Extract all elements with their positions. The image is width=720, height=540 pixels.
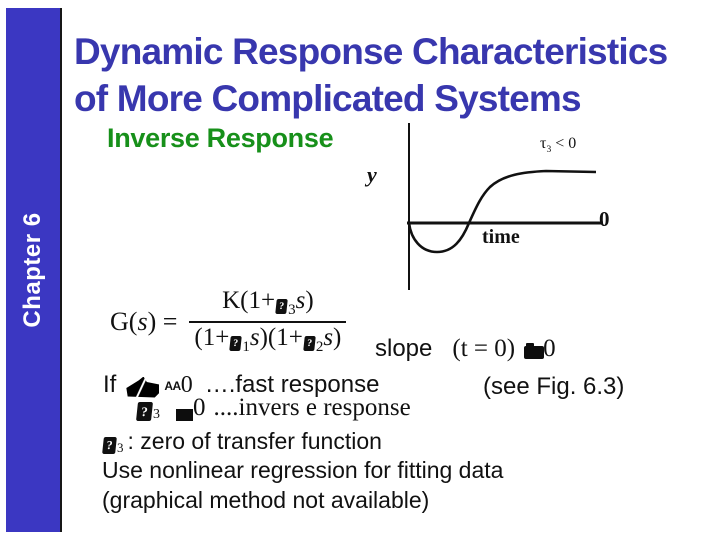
fast-value: 0 — [180, 372, 193, 398]
inverse-response-line: ? 3 0 ....invers e response — [136, 394, 411, 422]
missing-tau-glyph: ? — [136, 401, 153, 421]
equation-lhs: G(s) = — [110, 306, 178, 336]
tau-subscript: 3 — [153, 407, 160, 422]
chapter-label: Chapter 6 — [19, 212, 46, 328]
missing-tau-glyph: ? — [102, 437, 117, 454]
response-curve — [407, 169, 597, 254]
slope-label: slope — [375, 335, 433, 362]
tau-subscript: 3 — [117, 440, 124, 455]
inverse-response-figure — [407, 123, 603, 290]
equation-numerator: K(1+? 3s) — [222, 287, 314, 318]
graphical-method-note: (graphical method not available) — [102, 487, 430, 513]
fast-response-text: ….fast response — [204, 371, 380, 398]
missing-tau-glyph: ? — [275, 299, 288, 314]
slope-value: 0 — [543, 335, 556, 362]
transfer-function-equation: G(s) = K(1+? 3s) (1+? 1s)(1+? 2s) — [110, 287, 347, 356]
regression-note: Use nonlinear regression for fitting dat… — [102, 457, 504, 483]
zero-definition-line: ? 3 : zero of transfer function — [102, 428, 382, 455]
tau-annotation: τ3 < 0 — [540, 135, 577, 156]
zero-definition-text: : zero of transfer function — [127, 428, 382, 454]
slide-title-line2: of More Complicated Systems — [74, 78, 582, 119]
slope-annotation: slope (t = 0) 0 — [375, 335, 556, 363]
if-label: If — [103, 371, 117, 398]
missing-tau-glyph: ? — [229, 336, 243, 351]
axis-end-label: 0 — [599, 207, 610, 231]
corrupted-symbol-glyph — [524, 342, 545, 359]
chapter-sidebar: Chapter 6 — [6, 8, 62, 532]
missing-tau-glyph: ? — [303, 336, 316, 351]
section-heading: Inverse Response — [107, 123, 334, 153]
slope-condition: (t = 0) — [452, 335, 516, 362]
inverse-value: 0 — [193, 394, 206, 421]
equation-denominator: (1+? 1s)(1+? 2s) — [189, 321, 347, 356]
time-axis-label: time — [482, 226, 520, 248]
inverse-response-text: ....invers e response — [213, 394, 411, 421]
slide-title: Dynamic Response Characteristics of More… — [74, 28, 668, 122]
corrupted-operator-glyph: AA — [164, 379, 181, 393]
equation-fraction: K(1+? 3s) (1+? 1s)(1+? 2s) — [189, 287, 347, 356]
figure-reference: (see Fig. 6.3) — [483, 373, 625, 400]
fast-response-line: If AA 0 ….fast response — [103, 371, 379, 399]
y-axis-label: y — [367, 162, 377, 187]
slide-title-line1: Dynamic Response Characteristics — [74, 31, 668, 72]
corrupted-operator-square-glyph — [176, 409, 193, 421]
